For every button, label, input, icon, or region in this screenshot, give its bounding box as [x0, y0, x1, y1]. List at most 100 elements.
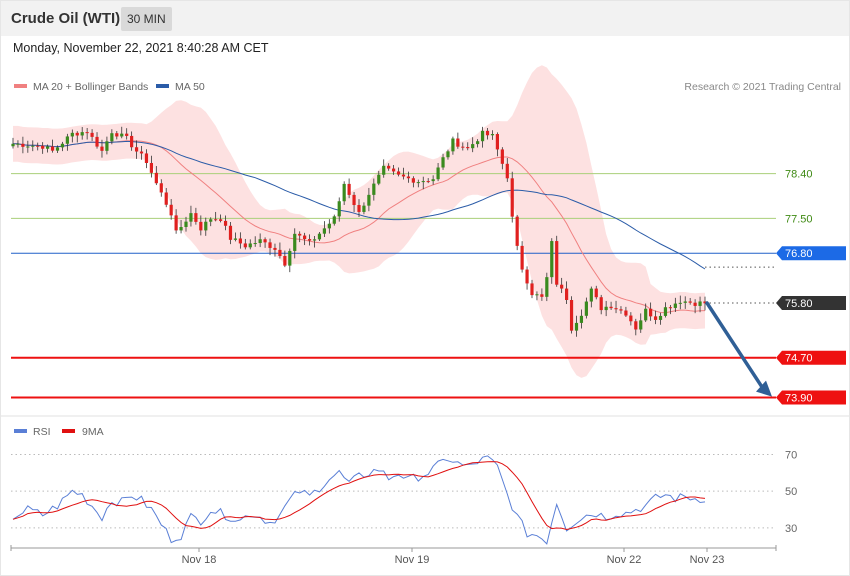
- candle-body: [273, 247, 277, 250]
- candle: [41, 142, 45, 154]
- candle-body: [248, 243, 252, 248]
- candle-body: [174, 215, 178, 231]
- candle: [125, 128, 129, 140]
- candle: [609, 301, 613, 311]
- candle: [55, 145, 60, 153]
- candle-body: [41, 145, 45, 149]
- candle-body: [653, 316, 658, 320]
- candle: [219, 214, 223, 223]
- level-label: 78.40: [785, 169, 813, 181]
- candle: [673, 297, 677, 313]
- candle-body: [164, 192, 168, 205]
- candle-body: [357, 205, 361, 212]
- candle-body: [90, 132, 94, 137]
- candle-body: [574, 322, 579, 331]
- candle-body: [194, 213, 198, 222]
- candle-body: [451, 138, 455, 152]
- candle-body: [352, 194, 356, 206]
- candle: [367, 187, 371, 212]
- interval-badge[interactable]: 30 MIN: [121, 7, 172, 31]
- candle: [184, 216, 188, 232]
- candle-body: [515, 216, 519, 246]
- candle-body: [159, 183, 163, 193]
- candle-body: [46, 146, 50, 149]
- candle: [411, 176, 415, 188]
- x-tick-label: Nov 18: [182, 554, 217, 566]
- candle: [396, 167, 401, 177]
- candle-body: [258, 239, 262, 244]
- candle-body: [461, 146, 465, 148]
- rsi-panel: 30 50 70: [11, 450, 797, 545]
- candle: [233, 232, 238, 242]
- candle: [288, 248, 292, 273]
- candle: [204, 217, 208, 236]
- candle-body: [510, 178, 514, 217]
- candle-body: [406, 176, 411, 179]
- candle-body: [134, 147, 139, 152]
- candle-body: [594, 288, 598, 298]
- candle-body: [214, 219, 218, 221]
- candle: [515, 214, 519, 251]
- candle: [105, 136, 109, 155]
- candle: [421, 176, 425, 190]
- candle: [569, 296, 574, 334]
- candle: [332, 214, 336, 226]
- candle: [159, 179, 163, 197]
- candle: [342, 181, 346, 205]
- candle: [565, 281, 569, 304]
- candle: [545, 272, 549, 302]
- candle-body: [253, 243, 257, 245]
- candle-body: [199, 221, 203, 231]
- candle-body: [372, 183, 376, 195]
- legend-label-ma50: MA 50: [175, 81, 205, 93]
- candle: [90, 129, 94, 142]
- candle-body: [298, 233, 302, 236]
- candle: [298, 231, 302, 243]
- candle: [303, 232, 307, 246]
- candle-body: [555, 241, 559, 285]
- legend-label-rsi-ma: 9MA: [82, 426, 104, 438]
- candle-body: [530, 283, 534, 296]
- level-label: 76.80: [785, 248, 813, 260]
- candle-body: [204, 221, 208, 231]
- legend-swatch-rsi: [14, 429, 27, 433]
- candle-body: [283, 256, 287, 266]
- candle-body: [268, 242, 272, 248]
- level-tag: [776, 350, 846, 365]
- level-tag: [776, 246, 846, 261]
- candle-body: [535, 294, 539, 296]
- candle-body: [16, 143, 20, 145]
- candle-body: [688, 301, 692, 303]
- candle-body: [31, 145, 35, 147]
- candle-body: [396, 171, 401, 175]
- candle-body: [75, 132, 79, 136]
- candle-body: [392, 168, 396, 172]
- candle: [238, 232, 242, 249]
- candle-body: [120, 133, 124, 137]
- candle: [441, 153, 445, 170]
- candle: [649, 302, 653, 321]
- candle-body: [337, 201, 341, 217]
- candle: [594, 285, 598, 300]
- candle-body: [565, 288, 569, 300]
- candle: [693, 299, 697, 314]
- candle: [634, 318, 638, 336]
- candle-body: [189, 213, 193, 222]
- candle: [678, 295, 682, 310]
- rsi-legend: RSI 9MA: [14, 426, 104, 438]
- candle-body: [476, 141, 480, 145]
- candle-body: [649, 308, 653, 317]
- candle: [658, 312, 663, 325]
- candle: [243, 238, 247, 250]
- candle: [194, 207, 198, 225]
- candle: [209, 217, 213, 227]
- candle: [95, 132, 99, 149]
- candle: [377, 170, 381, 186]
- candle-body: [144, 153, 149, 164]
- candle-body: [500, 149, 504, 164]
- candle-body: [490, 134, 495, 136]
- candle: [644, 303, 648, 323]
- candle-body: [589, 288, 593, 302]
- candle-body: [525, 269, 529, 284]
